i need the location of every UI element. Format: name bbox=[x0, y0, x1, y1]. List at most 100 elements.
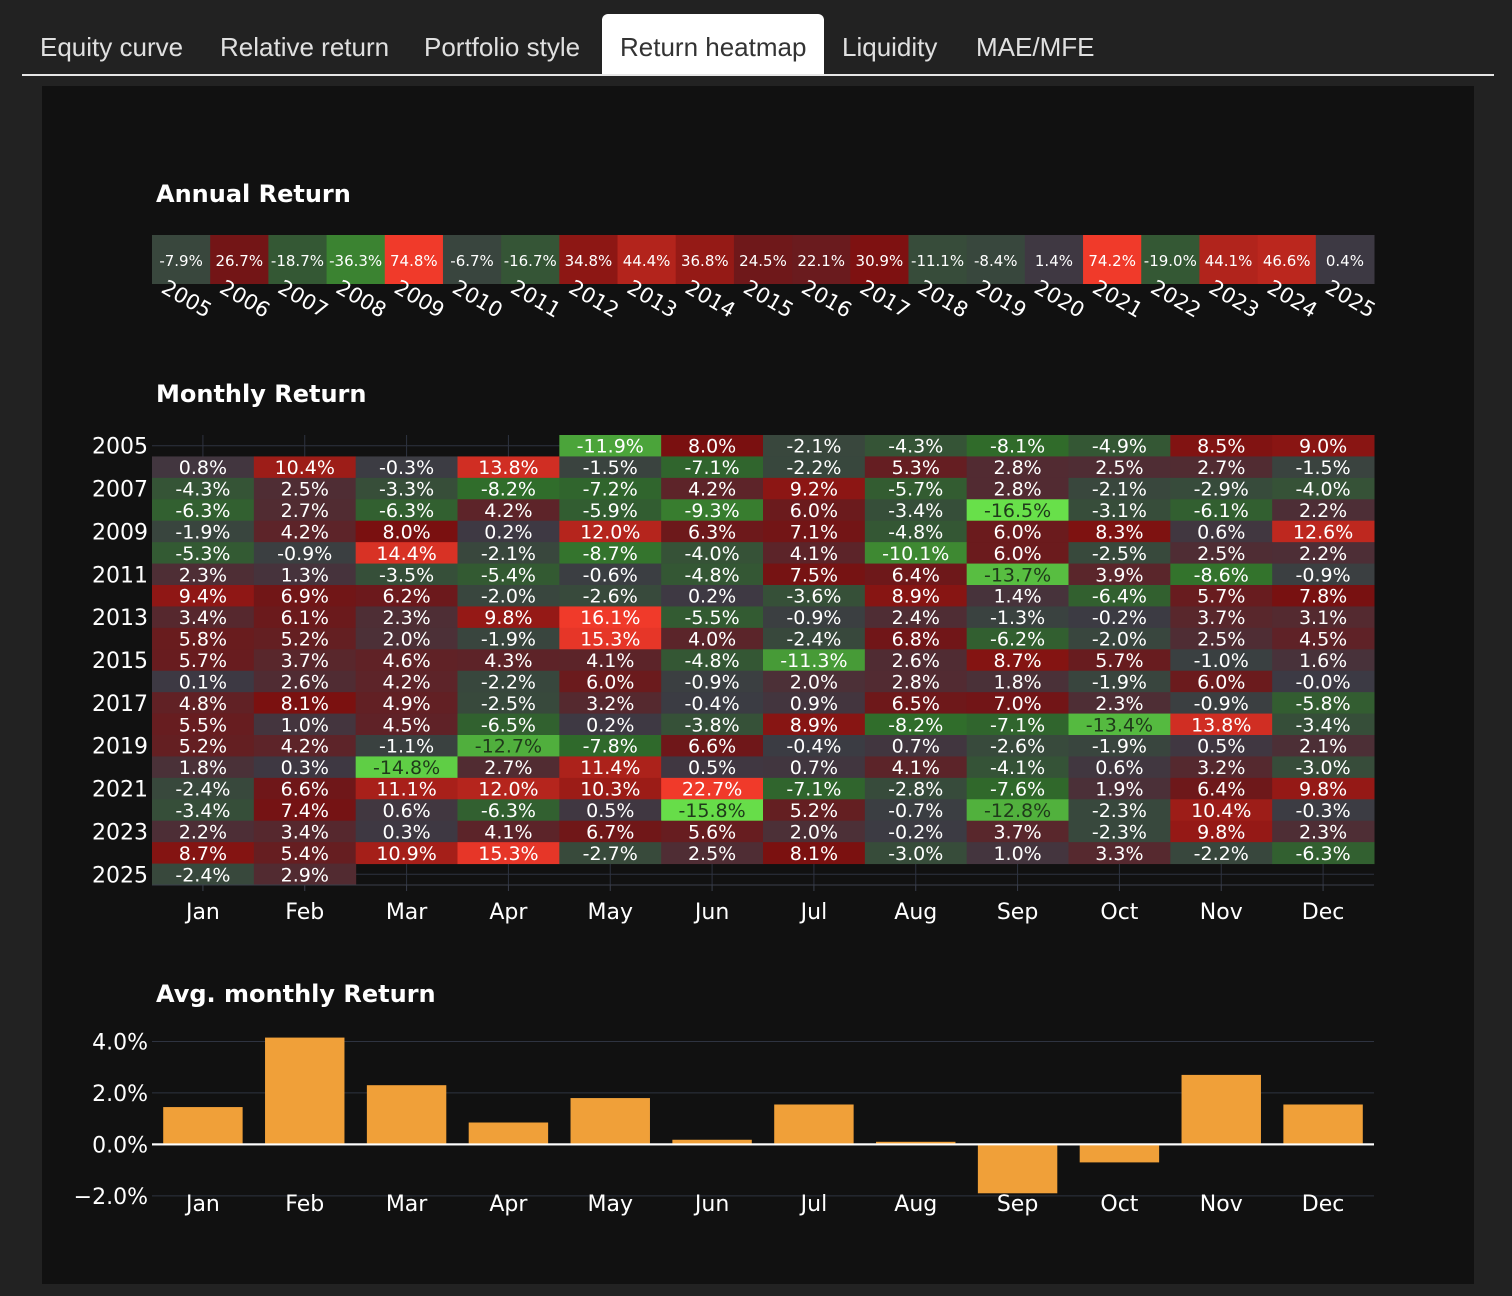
monthly-cell-label: 6.2% bbox=[382, 586, 430, 608]
monthly-cell-label: 5.7% bbox=[179, 650, 227, 672]
monthly-cell bbox=[457, 820, 560, 843]
monthly-cell bbox=[253, 477, 357, 500]
tab-mae-mfe[interactable]: MAE/MFE bbox=[976, 32, 1095, 62]
annual-cell bbox=[966, 235, 1026, 284]
monthly-cell bbox=[152, 520, 255, 543]
annual-cell-label: -36.3% bbox=[329, 252, 382, 270]
monthly-cell-label: 6.5% bbox=[892, 693, 940, 715]
tab-liquidity[interactable]: Liquidity bbox=[842, 32, 938, 62]
monthly-cell bbox=[253, 499, 357, 522]
monthly-cell bbox=[763, 499, 866, 522]
annual-cell-label: 34.8% bbox=[565, 252, 613, 270]
monthly-cell-label: 2.5% bbox=[1095, 457, 1143, 479]
annual-cell bbox=[326, 235, 386, 284]
monthly-cell-label: 6.9% bbox=[281, 586, 329, 608]
tab-return-heatmap[interactable]: Return heatmap bbox=[602, 14, 825, 74]
monthly-cell bbox=[253, 820, 357, 843]
tab-portfolio-style[interactable]: Portfolio style bbox=[424, 32, 581, 62]
tab-equity-curve[interactable]: Equity curve bbox=[40, 32, 184, 62]
monthly-cell-label: -11.3% bbox=[780, 650, 847, 672]
annual-return-heatmap: -7.9%200526.7%2006-18.7%2007-36.3%200874… bbox=[152, 235, 1380, 323]
avg-monthly-bar bbox=[366, 1085, 447, 1145]
annual-cell bbox=[850, 235, 909, 284]
monthly-cell bbox=[253, 756, 357, 779]
monthly-cell-label: -1.9% bbox=[1092, 736, 1147, 758]
monthly-cell bbox=[355, 563, 458, 586]
monthly-cell-label: 4.2% bbox=[382, 671, 430, 693]
monthly-cell-label: -7.8% bbox=[583, 736, 638, 758]
monthly-cell bbox=[1068, 477, 1171, 500]
monthly-cell bbox=[661, 777, 764, 800]
monthly-cell bbox=[1068, 585, 1171, 607]
monthly-cell bbox=[1170, 606, 1273, 629]
monthly-cell bbox=[355, 692, 458, 715]
monthly-cell-label: 2.4% bbox=[892, 607, 940, 629]
monthly-cell-label: 5.2% bbox=[179, 736, 227, 758]
monthly-cell bbox=[1272, 799, 1375, 822]
monthly-cell-label: -0.3% bbox=[1296, 800, 1351, 822]
annual-cell bbox=[210, 235, 269, 284]
monthly-cell bbox=[559, 670, 662, 693]
monthly-cell bbox=[152, 756, 255, 779]
bar-y-tick-label: 4.0% bbox=[92, 1030, 148, 1055]
monthly-cell bbox=[661, 799, 764, 822]
monthly-cell-label: -2.6% bbox=[990, 736, 1045, 758]
monthly-cell bbox=[152, 863, 255, 886]
avg-monthly-bar bbox=[672, 1139, 752, 1145]
tab-relative-return[interactable]: Relative return bbox=[220, 32, 390, 62]
monthly-cell bbox=[1068, 606, 1171, 629]
monthly-cell bbox=[355, 777, 458, 800]
monthly-cell-label: 13.8% bbox=[1191, 714, 1251, 736]
monthly-cell bbox=[559, 842, 662, 865]
monthly-cell bbox=[966, 585, 1069, 607]
monthly-cell bbox=[253, 777, 357, 800]
bar-x-tick-label: Apr bbox=[489, 1192, 528, 1217]
monthly-cell-label: 11.1% bbox=[376, 779, 436, 801]
monthly-cell bbox=[1272, 542, 1375, 565]
monthly-cell bbox=[559, 649, 662, 672]
annual-cell-label: 44.4% bbox=[623, 252, 671, 270]
monthly-cell-label: 0.5% bbox=[1197, 736, 1245, 758]
monthly-cell-label: -0.3% bbox=[379, 457, 434, 479]
monthly-cell-label: 6.7% bbox=[586, 821, 634, 843]
monthly-cell bbox=[152, 692, 255, 715]
monthly-cell bbox=[966, 842, 1069, 865]
monthly-cell bbox=[1272, 456, 1375, 479]
monthly-cell bbox=[152, 499, 255, 522]
monthly-cell-label: 6.4% bbox=[892, 564, 940, 586]
monthly-cell-label: -2.8% bbox=[888, 779, 943, 801]
bar-y-tick-label: −2.0% bbox=[74, 1185, 148, 1210]
monthly-cell-label: 4.2% bbox=[484, 500, 532, 522]
monthly-cell bbox=[457, 735, 560, 757]
monthly-cell-label: 2.3% bbox=[179, 564, 227, 586]
monthly-cell-label: -4.3% bbox=[175, 479, 230, 501]
monthly-cell-label: 0.7% bbox=[892, 736, 940, 758]
bar-x-tick-label: Jan bbox=[184, 1192, 220, 1217]
monthly-cell-label: -7.1% bbox=[685, 457, 740, 479]
avg-monthly-bar bbox=[468, 1122, 549, 1145]
monthly-cell bbox=[355, 820, 458, 843]
monthly-cell-label: 6.6% bbox=[688, 736, 736, 758]
monthly-cell bbox=[1068, 820, 1171, 843]
monthly-cell-label: 4.1% bbox=[484, 821, 532, 843]
monthly-cell bbox=[152, 649, 255, 672]
monthly-cell-label: 9.0% bbox=[1299, 436, 1347, 458]
monthly-cell-label: 12.0% bbox=[478, 779, 538, 801]
monthly-cell-label: 2.7% bbox=[281, 500, 329, 522]
monthly-cell-label: 16.1% bbox=[580, 607, 640, 629]
monthly-cell-label: -2.1% bbox=[786, 436, 841, 458]
monthly-y-tick-label: 2009 bbox=[92, 520, 148, 545]
monthly-cell-label: 1.0% bbox=[281, 714, 329, 736]
monthly-x-tick-label: Sep bbox=[997, 900, 1038, 925]
monthly-cell-label: -0.7% bbox=[888, 800, 943, 822]
monthly-cell-label: 3.7% bbox=[1197, 607, 1245, 629]
monthly-cell-label: -2.6% bbox=[583, 586, 638, 608]
monthly-cell bbox=[152, 456, 255, 479]
monthly-cell bbox=[763, 520, 866, 543]
monthly-cell bbox=[966, 756, 1069, 779]
monthly-cell bbox=[1170, 735, 1273, 757]
monthly-cell-label: 3.4% bbox=[179, 607, 227, 629]
monthly-cell-label: 10.9% bbox=[376, 843, 436, 865]
monthly-cell-label: -12.7% bbox=[475, 736, 542, 758]
annual-cell-label: 44.1% bbox=[1205, 252, 1253, 270]
